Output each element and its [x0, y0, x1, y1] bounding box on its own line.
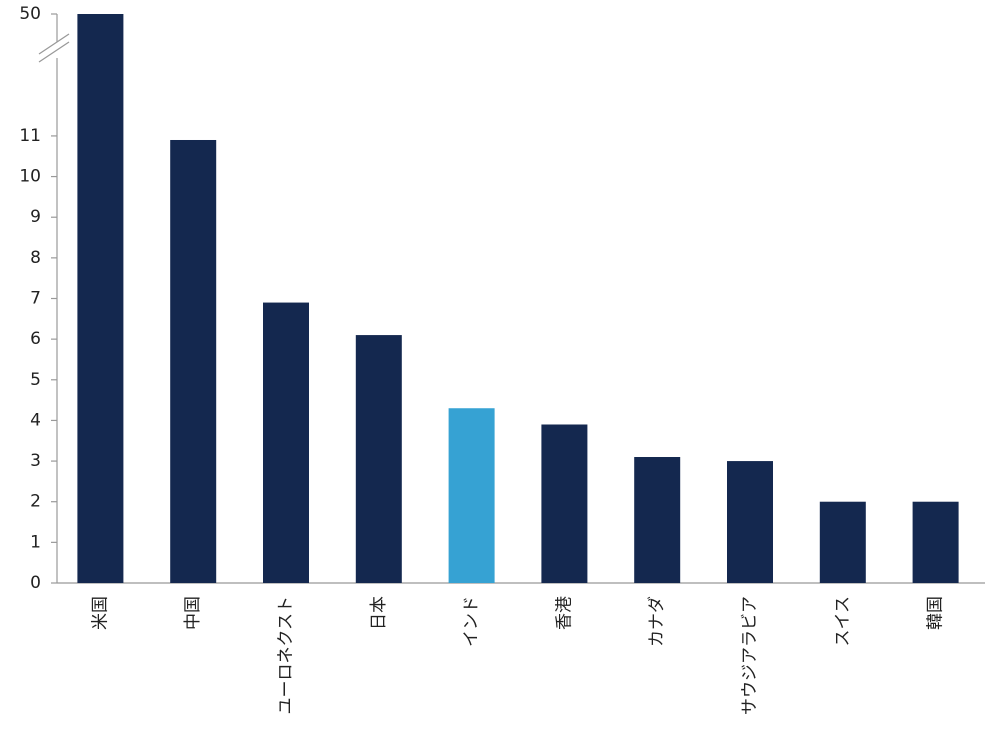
y-tick-label: 1: [30, 532, 41, 552]
y-tick-label: 5: [30, 370, 41, 390]
bar: [170, 139, 217, 583]
y-tick-label: 11: [19, 126, 41, 146]
bar: [634, 457, 681, 583]
bar: [541, 424, 588, 583]
x-tick-label: スイス: [833, 596, 853, 647]
x-tick-label: 米国: [90, 596, 110, 630]
y-tick-label: 10: [19, 167, 41, 187]
bar: [448, 408, 495, 583]
bar: [727, 461, 773, 583]
axis-break: [38, 33, 70, 55]
bar: [355, 335, 402, 583]
bar: [912, 501, 959, 583]
axis-break: [38, 41, 70, 63]
y-tick-label: 2: [30, 492, 41, 512]
bar: [77, 14, 124, 583]
bar: [263, 302, 309, 583]
x-tick-label: 中国: [183, 596, 203, 630]
x-tick-label: インド: [462, 596, 482, 647]
x-tick-label: 日本: [369, 596, 389, 630]
y-tick-label: 8: [30, 248, 41, 268]
y-tick-label: 6: [30, 329, 41, 349]
y-tick-label: 7: [30, 289, 41, 309]
y-tick-label: 50: [19, 4, 41, 24]
y-tick-label: 3: [30, 451, 41, 471]
y-tick-label: 0: [30, 573, 41, 593]
x-tick-label: カナダ: [647, 596, 667, 647]
bar: [819, 501, 866, 583]
x-tick-label: 香港: [554, 596, 574, 630]
x-tick-label: ユーロネクスト: [276, 596, 296, 715]
y-tick-label: 4: [30, 410, 41, 430]
y-tick-label: 9: [30, 207, 41, 227]
x-tick-label: サウジアラビア: [740, 596, 760, 715]
x-tick-label: 韓国: [926, 596, 946, 630]
